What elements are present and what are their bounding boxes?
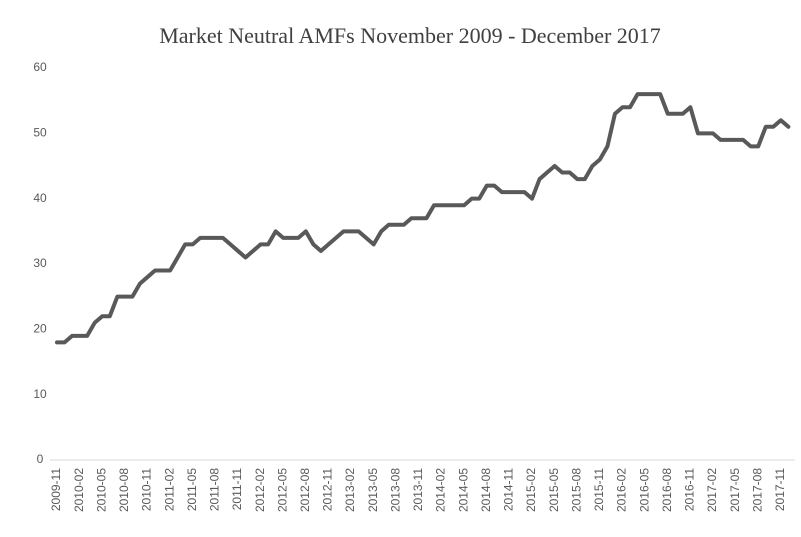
x-tick-label: 2011-11 [230, 468, 244, 511]
x-tick-label: 2011-05 [185, 468, 199, 511]
x-tick-label: 2015-08 [569, 468, 583, 512]
y-tick-label: 60 [33, 60, 47, 74]
x-tick-label: 2010-11 [140, 468, 154, 511]
x-tick-label: 2017-11 [773, 468, 787, 511]
x-tick-label: 2011-02 [162, 468, 176, 511]
x-tick-label: 2014-08 [479, 468, 493, 512]
x-tick-label: 2010-02 [72, 468, 86, 512]
x-tick-label: 2009-11 [49, 468, 63, 511]
x-tick-label: 2012-11 [321, 468, 335, 511]
x-tick-label: 2013-11 [411, 468, 425, 511]
x-tick-label: 2010-08 [117, 468, 131, 512]
x-tick-label: 2014-11 [502, 468, 516, 511]
x-tick-label: 2010-05 [94, 468, 108, 512]
x-tick-label: 2017-05 [728, 468, 742, 512]
data-line [55, 92, 791, 345]
y-tick-label: 0 [37, 452, 44, 466]
x-tick-label: 2016-02 [615, 468, 629, 512]
x-tick-label: 2015-05 [547, 468, 561, 512]
x-tick-label: 2012-02 [253, 468, 267, 512]
x-tick-label: 2014-02 [434, 468, 448, 512]
x-tick-label: 2012-05 [275, 468, 289, 512]
x-tick-label: 2015-11 [592, 468, 606, 511]
x-tick-label: 2017-08 [750, 468, 764, 512]
y-tick-label: 50 [33, 126, 47, 140]
y-tick-label: 30 [33, 256, 47, 270]
chart-title: Market Neutral AMFs November 2009 - Dece… [159, 23, 661, 48]
y-tick-label: 40 [33, 191, 47, 205]
x-tick-label: 2016-11 [683, 468, 697, 511]
y-tick-label: 20 [33, 322, 47, 336]
x-tick-label: 2017-02 [705, 468, 719, 512]
x-tick-label: 2012-08 [298, 468, 312, 512]
x-tick-label: 2011-08 [208, 468, 222, 511]
x-tick-label: 2016-08 [660, 468, 674, 512]
x-tick-label: 2014-05 [456, 468, 470, 512]
x-tick-label: 2013-05 [366, 468, 380, 512]
y-tick-label: 10 [33, 387, 47, 401]
x-tick-label: 2015-02 [524, 468, 538, 512]
x-tick-label: 2013-08 [388, 468, 402, 512]
x-tick-label: 2013-02 [343, 468, 357, 512]
x-tick-label: 2016-05 [637, 468, 651, 512]
